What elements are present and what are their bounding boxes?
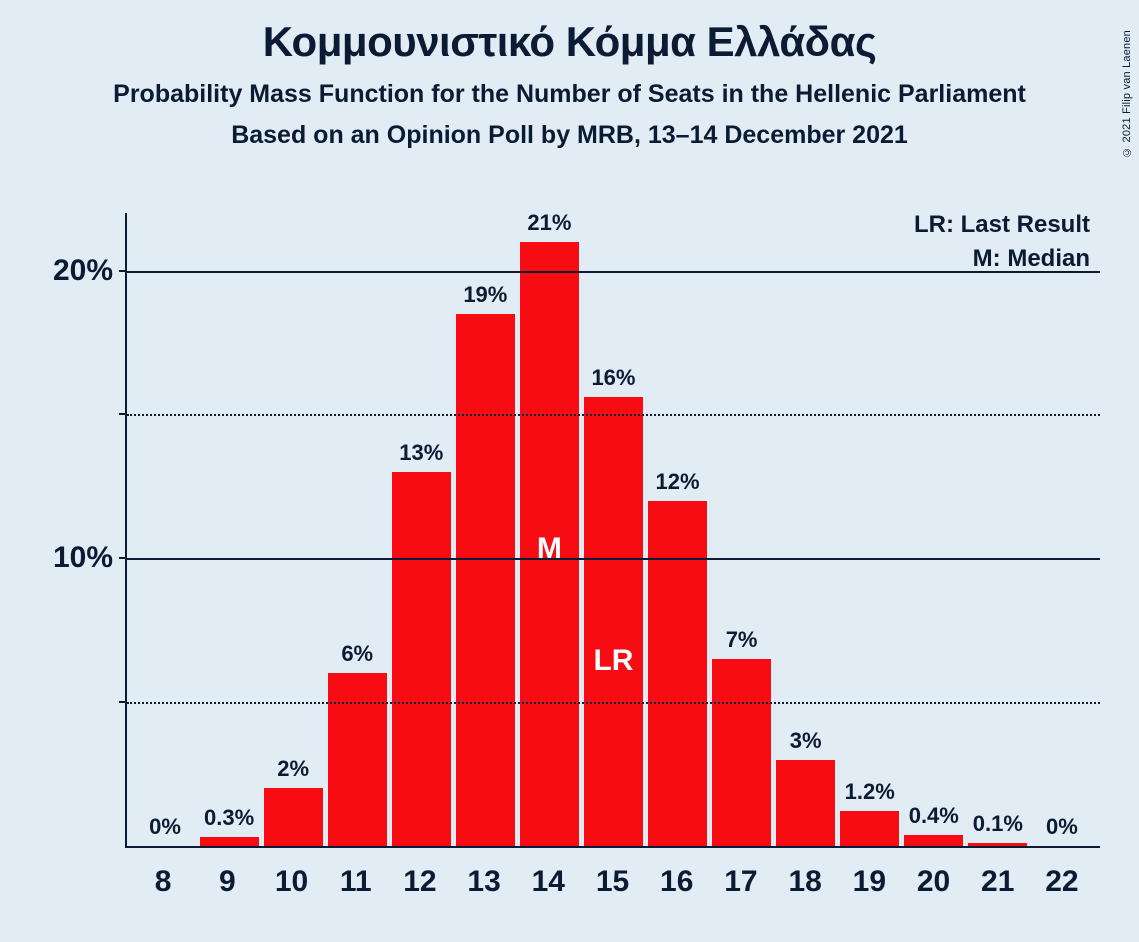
bar-value-label: 12% [656, 469, 700, 495]
chart-subtitle-1: Probability Mass Function for the Number… [0, 80, 1139, 109]
bar-value-label: 16% [591, 365, 635, 391]
y-tick [119, 413, 127, 415]
bar-value-label: 0.1% [973, 811, 1023, 837]
bar: 2% [264, 788, 323, 846]
bar: 0.4% [904, 835, 963, 847]
copyright-text: © 2021 Filip van Laenen [1121, 30, 1133, 158]
bar-slot: 7% [710, 213, 774, 846]
bar-slot: 13% [389, 213, 453, 846]
grid-major [127, 558, 1100, 560]
bar: 0.3% [200, 837, 259, 846]
bar: 1.2% [840, 811, 899, 846]
bar-slot: 1.2% [838, 213, 902, 846]
bar-slot: 0.1% [966, 213, 1030, 846]
bar-value-label: 0.3% [204, 805, 254, 831]
bar-slot: 0% [1030, 213, 1094, 846]
grid-minor [127, 702, 1100, 704]
bar-value-label: 19% [463, 282, 507, 308]
bar: 3% [776, 760, 835, 846]
y-tick [119, 701, 127, 703]
bar: 12% [648, 501, 707, 846]
x-axis-label: 17 [709, 853, 773, 899]
grid-minor [127, 414, 1100, 416]
bar: 21%M [520, 242, 579, 846]
bar: 19% [456, 314, 515, 846]
grid-major [127, 271, 1100, 273]
bar-slot: 0% [133, 213, 197, 846]
bar-value-label: 0.4% [909, 803, 959, 829]
bar: 7% [712, 659, 771, 846]
x-axis-label: 19 [837, 853, 901, 899]
bar: 0.1% [968, 843, 1027, 846]
bar-value-label: 1.2% [845, 779, 895, 805]
bars-container: 0%0.3%2%6%13%19%21%M16%LR12%7%3%1.2%0.4%… [127, 213, 1100, 846]
bar-value-label: 2% [277, 756, 309, 782]
bar-slot: 19% [453, 213, 517, 846]
bar-value-label: 6% [341, 641, 373, 667]
bar-value-label: 0% [1046, 814, 1078, 840]
bar-slot: 3% [774, 213, 838, 846]
bar: 6% [328, 673, 387, 846]
y-tick [119, 557, 127, 559]
x-axis-label: 11 [324, 853, 388, 899]
bar-annotation: M [537, 532, 562, 566]
chart-subtitle-2: Based on an Opinion Poll by MRB, 13–14 D… [0, 121, 1139, 150]
bar-slot: 2% [261, 213, 325, 846]
x-axis-label: 14 [516, 853, 580, 899]
bar-slot: 12% [646, 213, 710, 846]
bar-value-label: 7% [726, 627, 758, 653]
x-axis-label: 18 [773, 853, 837, 899]
x-axis-label: 22 [1030, 853, 1094, 899]
bar: 13% [392, 472, 451, 846]
x-axis-label: 8 [131, 853, 195, 899]
chart-container: LR: Last Result M: Median 0%0.3%2%6%13%1… [40, 213, 1115, 913]
x-axis-label: 13 [452, 853, 516, 899]
x-axis-label: 9 [195, 853, 259, 899]
bar-value-label: 21% [527, 210, 571, 236]
y-axis-label: 20% [53, 254, 127, 288]
bar-slot: 0.3% [197, 213, 261, 846]
y-axis-label: 10% [53, 541, 127, 575]
bar-slot: 6% [325, 213, 389, 846]
x-axis-label: 12 [388, 853, 452, 899]
x-axis-label: 21 [966, 853, 1030, 899]
bar-slot: 21% M [517, 213, 581, 846]
x-axis-label: 16 [645, 853, 709, 899]
bar-annotation: LR [593, 644, 633, 678]
plot-area: LR: Last Result M: Median 0%0.3%2%6%13%1… [125, 213, 1100, 848]
bar-slot: 16% LR [581, 213, 645, 846]
bar-value-label: 0% [149, 814, 181, 840]
x-axis-label: 20 [901, 853, 965, 899]
bar-value-label: 3% [790, 728, 822, 754]
x-axis-label: 15 [580, 853, 644, 899]
bar: 16%LR [584, 397, 643, 846]
bar-slot: 0.4% [902, 213, 966, 846]
bar-value-label: 13% [399, 440, 443, 466]
chart-title: Κομμουνιστικό Κόμμα Ελλάδας [0, 18, 1139, 66]
x-axis-labels: 8910111213141516171819202122 [125, 853, 1100, 899]
y-tick [119, 270, 127, 272]
x-axis-label: 10 [259, 853, 323, 899]
